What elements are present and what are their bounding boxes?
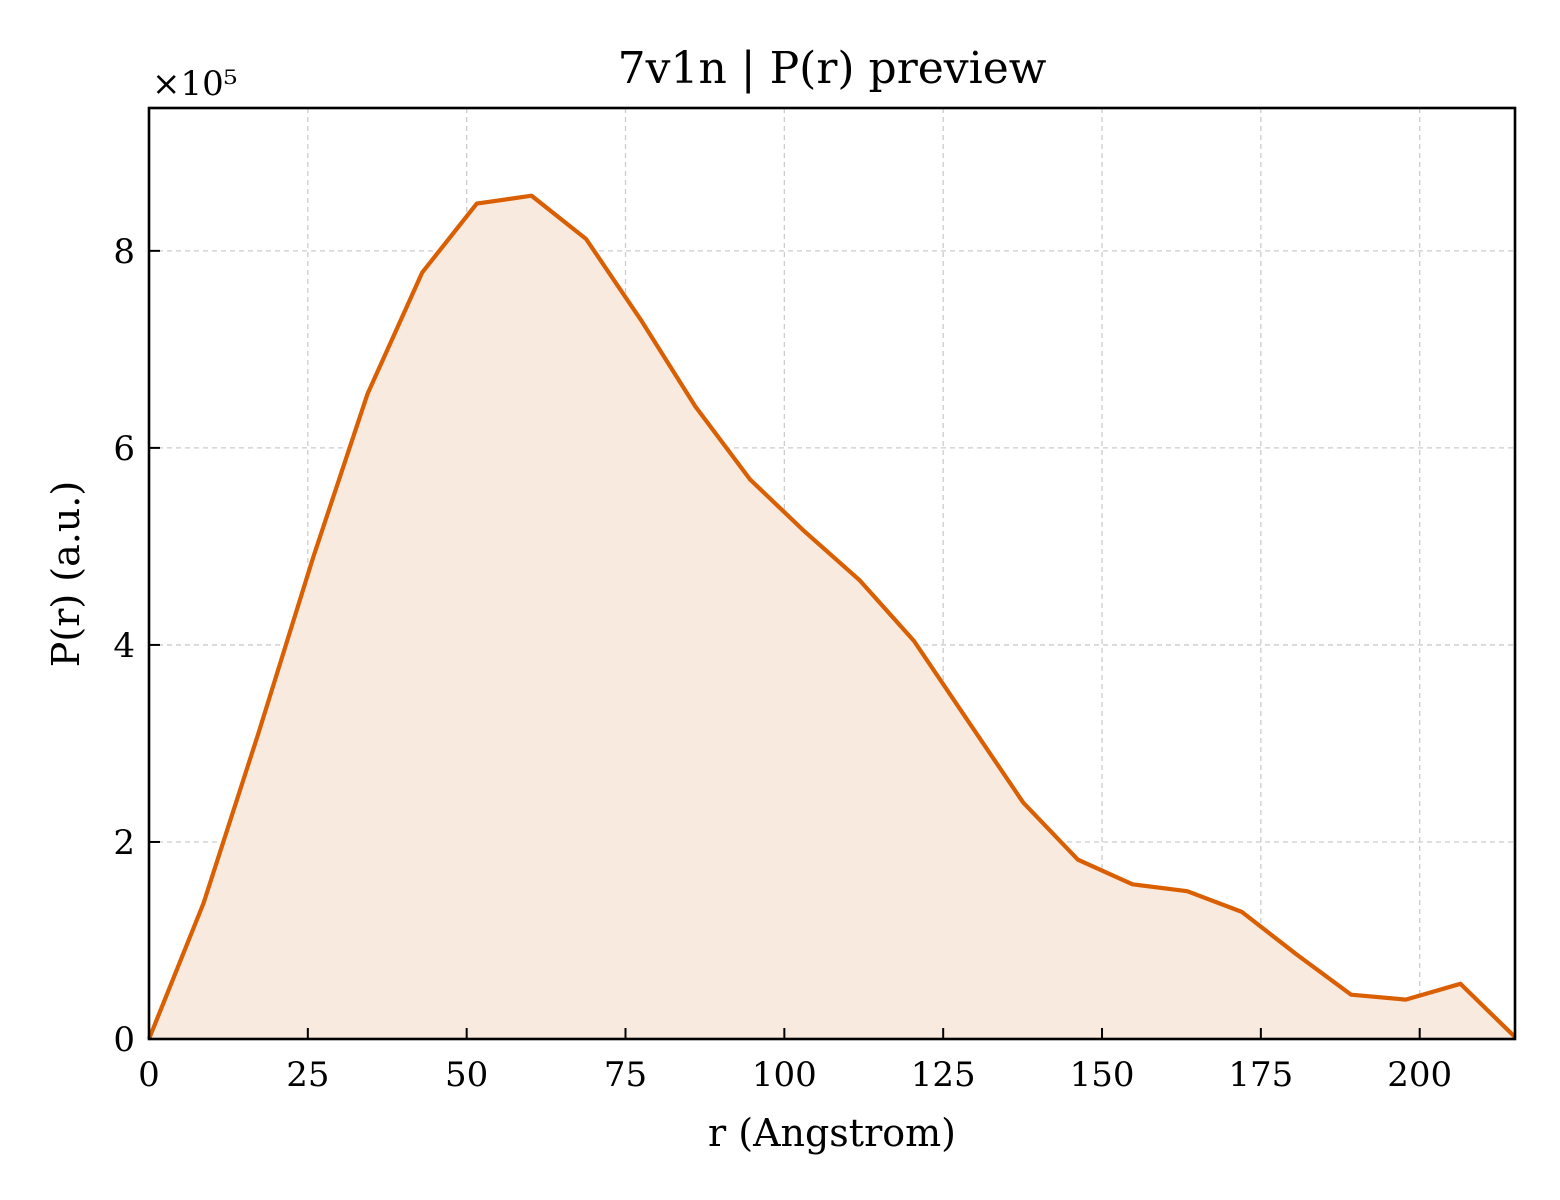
- tick-marks: [148, 249, 1421, 1040]
- y-multiplier-label: ×10⁵: [152, 64, 237, 104]
- y-tick-label: 6: [113, 429, 135, 469]
- x-tick-label: 150: [1070, 1055, 1135, 1095]
- x-tick-label: 200: [1387, 1055, 1452, 1095]
- y-tick-label: 4: [113, 626, 135, 666]
- y-axis-label: P(r) (a.u.): [44, 481, 88, 667]
- y-tick-label: 8: [113, 232, 135, 272]
- x-axis-label: r (Angstrom): [708, 1111, 956, 1155]
- x-tick-label: 50: [445, 1055, 488, 1095]
- y-tick-label: 0: [113, 1020, 135, 1060]
- x-tick-label: 175: [1228, 1055, 1293, 1095]
- series-area-fill: [149, 195, 1515, 1039]
- series-line: [147, 193, 1517, 1040]
- x-tick-labels: 0 25 50 75 100 125 150 175 200: [138, 1055, 1452, 1095]
- chart-title: 7v1n | P(r) preview: [618, 43, 1047, 94]
- plot-frame: [147, 106, 1517, 1041]
- y-tick-labels: 0 2 4 6 8: [113, 232, 135, 1060]
- x-tick-label: 125: [911, 1055, 976, 1095]
- y-tick-label: 2: [113, 823, 135, 863]
- x-tick-label: 0: [138, 1055, 160, 1095]
- x-tick-label: 75: [604, 1055, 647, 1095]
- x-tick-label: 25: [286, 1055, 329, 1095]
- x-tick-label: 100: [752, 1055, 817, 1095]
